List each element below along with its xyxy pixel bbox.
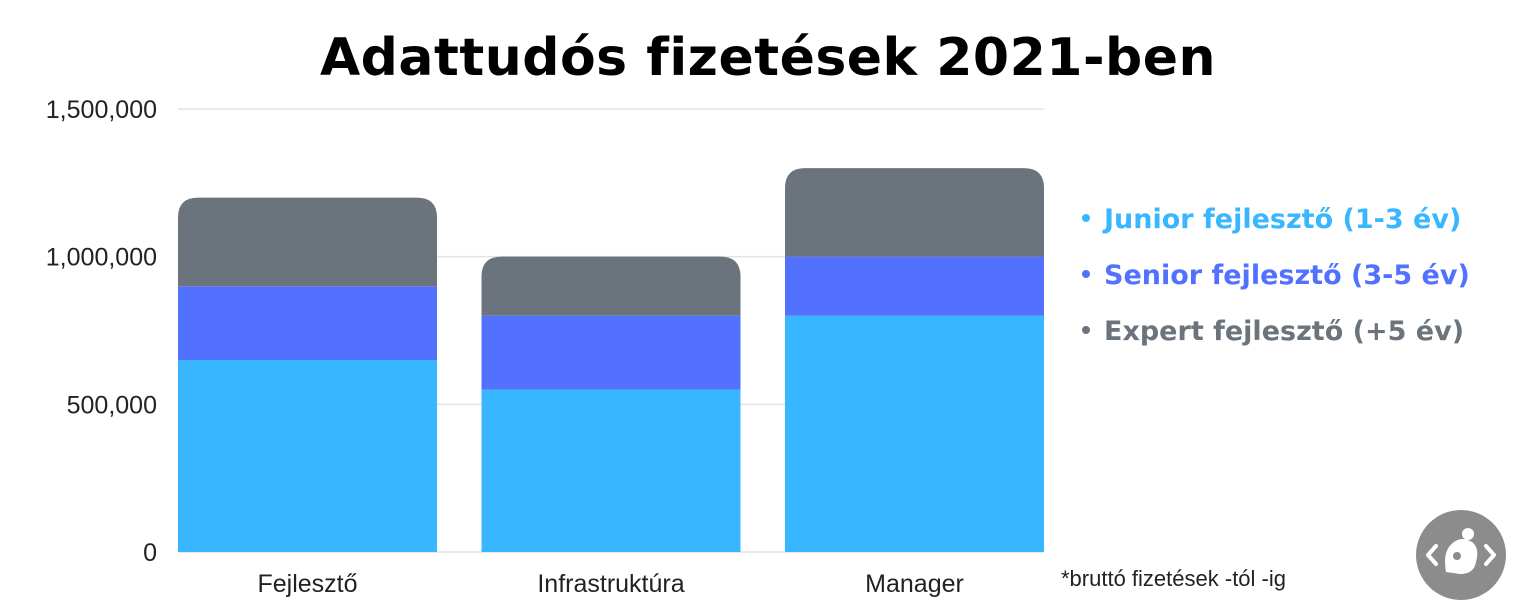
bar-segment (785, 168, 1044, 257)
bar-segment (178, 286, 437, 361)
legend-item-senior: Senior fejlesztő (3-5 év) (1082, 248, 1532, 304)
bar-segment (785, 256, 1044, 316)
x-tick-label: Fejlesztő (257, 570, 357, 598)
x-axis-labels: Fejlesztő Infrastruktúra Manager (257, 570, 963, 598)
y-axis-ticks: 0 500,000 1,000,000 1,500,000 (46, 96, 157, 567)
bar-segment (785, 315, 1044, 552)
chart-title: Adattudós fizetések 2021-ben (319, 28, 1217, 88)
bar-segment (481, 315, 741, 390)
logo-glyph (1426, 528, 1496, 574)
legend-item-expert: Expert fejlesztő (+5 év) (1082, 304, 1532, 360)
y-tick-label: 0 (143, 539, 157, 567)
bar-segment (178, 197, 437, 287)
legend-item-junior: Junior fejlesztő (1-3 év) (1082, 192, 1532, 248)
legend-label-senior: Senior fejlesztő (3-5 év) (1104, 260, 1470, 291)
code-bracket-logo-icon[interactable] (1416, 510, 1506, 600)
x-tick-label: Manager (865, 570, 964, 598)
footnote: *bruttó fizetések -tól -ig (1061, 566, 1286, 591)
y-tick-label: 1,000,000 (46, 244, 157, 272)
legend-bullet-senior (1082, 269, 1090, 278)
x-tick-label: Infrastruktúra (537, 570, 684, 598)
legend-label-junior: Junior fejlesztő (1-3 év) (1104, 204, 1462, 235)
legend-label-expert: Expert fejlesztő (+5 év) (1104, 316, 1465, 347)
y-tick-label: 1,500,000 (46, 96, 157, 124)
bar-segment (178, 360, 437, 552)
bar-group (178, 168, 1044, 552)
bar-segment (481, 389, 741, 552)
legend-bullet-expert (1082, 325, 1090, 334)
y-tick-label: 500,000 (67, 391, 157, 419)
legend-bullet-junior (1082, 213, 1090, 222)
legend: Junior fejlesztő (1-3 év) Senior fejlesz… (1082, 192, 1532, 360)
bar-segment (481, 256, 741, 316)
